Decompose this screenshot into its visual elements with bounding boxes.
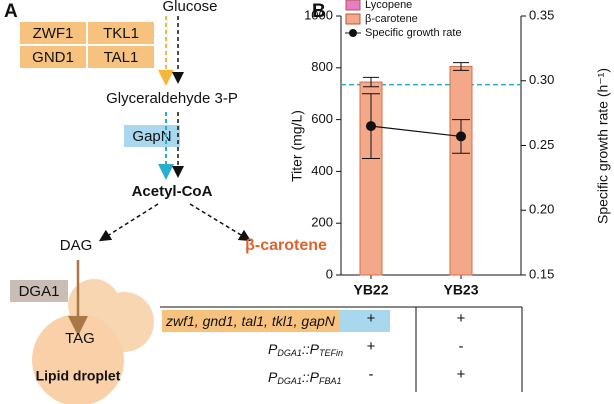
- error-bar: [363, 76, 379, 88]
- row-label: PDGA1::PTEFin: [268, 341, 343, 359]
- row-label-text: zwf1, gnd1, tal1, tkl1,: [165, 313, 301, 329]
- legend-swatch: [345, 13, 361, 25]
- enzyme-box: [88, 22, 154, 44]
- table-cell: +: [457, 310, 466, 327]
- metabolite: Acetyl-CoA: [132, 183, 213, 200]
- y2-tick-label: 0.20: [529, 202, 554, 217]
- y2-axis-title: Specific growth rate (h⁻¹): [595, 68, 611, 224]
- enzyme: GapN: [132, 128, 171, 145]
- y2-tick-label: 0.35: [529, 7, 554, 22]
- point: [456, 131, 466, 142]
- label-part: TEFin: [319, 348, 343, 358]
- y-tick-label: 200: [311, 215, 333, 230]
- error-bar: [453, 62, 469, 71]
- label: Lipid droplet: [36, 368, 121, 384]
- panel-a: A ZWF1 TKL1 GND1 TAL1 Glucose Glyceralde…: [4, 0, 327, 404]
- legend-label: Lycopene: [365, 0, 412, 11]
- row-label-highlight: gapN: [301, 313, 335, 329]
- arrow: [189, 203, 252, 242]
- growth-line: [370, 125, 462, 138]
- panel-label: B: [312, 1, 326, 22]
- enzyme-box: [10, 280, 68, 302]
- x-tick-label: YB23: [443, 282, 478, 298]
- highlight: [162, 310, 390, 332]
- label-part: P: [268, 341, 278, 357]
- highlight: [340, 310, 390, 332]
- bar: [449, 66, 473, 276]
- enzyme-box: [20, 22, 86, 44]
- label-part: ::P: [302, 369, 320, 385]
- metabolite: TAG: [65, 330, 95, 347]
- enzyme: TKL1: [103, 25, 139, 42]
- enzyme: ZWF1: [33, 25, 74, 42]
- row-label: PDGA1::PFBA1: [268, 369, 342, 387]
- y2-tick-label: 0.30: [529, 72, 554, 87]
- enzyme: TAL1: [104, 49, 139, 66]
- y-tick-label: 800: [311, 59, 333, 74]
- genotype-table: zwf1, gnd1, tal1, tkl1, gapN PDGA1::PTEF…: [160, 306, 523, 392]
- enzyme: GND1: [32, 49, 74, 66]
- label-part: FBA1: [319, 376, 342, 386]
- table-cell: +: [367, 338, 376, 355]
- enzyme: DGA1: [19, 283, 60, 300]
- row-label: zwf1, gnd1, tal1, tkl1, gapN: [165, 313, 336, 329]
- metabolite: Glucose: [162, 0, 217, 15]
- droplet: [32, 314, 124, 404]
- legend-marker: [349, 29, 357, 37]
- label-part: DGA1: [277, 376, 302, 386]
- arrow: [98, 203, 159, 242]
- legend-label: Specific growth rate: [365, 27, 462, 39]
- legend-swatch: [345, 0, 361, 11]
- y-tick-label: 600: [311, 111, 333, 126]
- legend-label: β-carotene: [365, 13, 418, 25]
- table-cell: +: [367, 310, 376, 327]
- enzyme-box: [88, 46, 154, 68]
- table-cell: -: [369, 366, 374, 383]
- label-part: DGA1: [277, 348, 302, 358]
- table-cell: +: [457, 366, 466, 383]
- point: [366, 121, 376, 132]
- y-tick-label: 400: [311, 163, 333, 178]
- label-part: ::P: [302, 341, 320, 357]
- x-tick-label: YB22: [353, 282, 388, 298]
- metabolite: Glyceraldehyde 3-P: [106, 90, 238, 107]
- y2-tick-label: 0.25: [529, 137, 554, 152]
- metabolite: DAG: [60, 237, 93, 254]
- y-tick-label: 0: [326, 266, 333, 281]
- y-axis-title: Titer (mg/L): [289, 110, 305, 182]
- y-tick-label: 1000: [304, 7, 333, 22]
- y2-tick-label: 0.15: [529, 266, 554, 281]
- panel-label: A: [4, 1, 18, 22]
- product: β-carotene: [245, 237, 327, 254]
- enzyme-box: [20, 46, 86, 68]
- label-part: P: [268, 369, 278, 385]
- table-cell: -: [459, 338, 464, 355]
